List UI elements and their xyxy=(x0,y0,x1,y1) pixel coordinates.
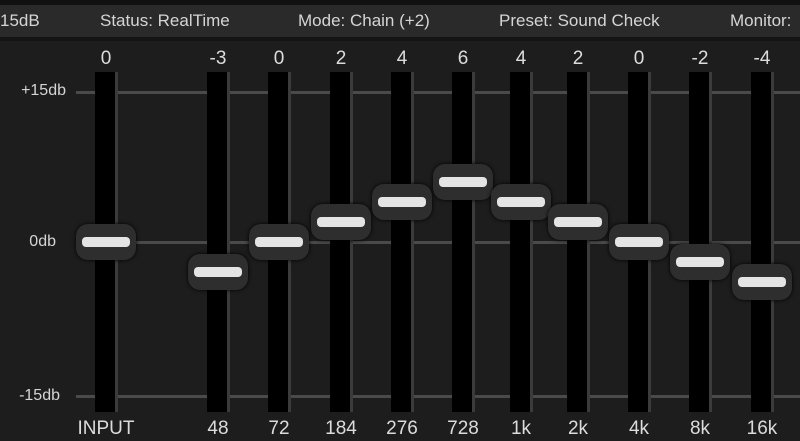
axis-label-bottom: -15db xyxy=(19,387,60,404)
axis-label-top: +15db xyxy=(21,82,66,99)
knob-grip xyxy=(82,237,130,247)
top-strip xyxy=(0,0,800,5)
slider-track[interactable] xyxy=(689,72,712,412)
knob-grip xyxy=(497,197,545,207)
knob-grip xyxy=(554,217,602,227)
band-label: INPUT xyxy=(77,418,135,439)
band-label: 72 xyxy=(268,418,290,439)
gridline-top xyxy=(76,91,800,94)
knob-grip xyxy=(317,217,365,227)
band-value: -3 xyxy=(209,48,227,69)
slider-track[interactable] xyxy=(452,72,475,412)
slider-knob[interactable] xyxy=(433,164,493,200)
band-label: 4k xyxy=(628,418,650,439)
gridline-bottom xyxy=(76,395,800,398)
band-label: 184 xyxy=(325,418,357,439)
knob-grip xyxy=(378,197,426,207)
knob-grip xyxy=(439,177,487,187)
slider-knob[interactable] xyxy=(76,224,136,260)
band-value: 4 xyxy=(515,48,527,69)
band-value: -4 xyxy=(753,48,771,69)
band-label: 276 xyxy=(386,418,418,439)
slider-knob[interactable] xyxy=(188,254,248,290)
band-label: 2k xyxy=(567,418,589,439)
band-value: 0 xyxy=(273,48,285,69)
band-value: 2 xyxy=(572,48,584,69)
gridline-zero xyxy=(76,241,800,244)
preset-label[interactable]: Preset: Sound Check xyxy=(499,11,660,30)
slider-track[interactable] xyxy=(567,72,590,412)
slider-knob[interactable] xyxy=(609,224,669,260)
band-value: 6 xyxy=(457,48,469,69)
slider-track[interactable] xyxy=(391,72,414,412)
slider-knob[interactable] xyxy=(311,204,371,240)
divider xyxy=(0,37,800,41)
band-value: 2 xyxy=(335,48,347,69)
band-value: 0 xyxy=(100,48,112,69)
band-value: 0 xyxy=(633,48,645,69)
mode-label[interactable]: Mode: Chain (+2) xyxy=(298,11,430,30)
slider-knob[interactable] xyxy=(732,264,792,300)
band-label: 728 xyxy=(447,418,479,439)
knob-grip xyxy=(676,257,724,267)
band-value: 4 xyxy=(396,48,408,69)
knob-grip xyxy=(255,237,303,247)
band-label: 48 xyxy=(207,418,229,439)
band-label: 16k xyxy=(746,418,778,439)
slider-track[interactable] xyxy=(330,72,353,412)
knob-grip xyxy=(615,237,663,247)
slider-track[interactable] xyxy=(207,72,230,412)
status-bar: 15dB Status: RealTime Mode: Chain (+2) P… xyxy=(0,5,800,37)
slider-track[interactable] xyxy=(510,72,533,412)
slider-track[interactable] xyxy=(751,72,774,412)
slider-knob[interactable] xyxy=(670,244,730,280)
slider-knob[interactable] xyxy=(372,184,432,220)
band-label: 1k xyxy=(510,418,532,439)
band-value: -2 xyxy=(691,48,709,69)
monitor-label[interactable]: Monitor: xyxy=(730,11,792,30)
knob-grip xyxy=(194,267,242,277)
status-label[interactable]: Status: RealTime xyxy=(100,11,230,30)
range-label[interactable]: 15dB xyxy=(0,11,40,30)
slider-knob[interactable] xyxy=(548,204,608,240)
slider-knob[interactable] xyxy=(491,184,551,220)
knob-grip xyxy=(738,277,786,287)
axis-label-zero: 0db xyxy=(29,233,56,250)
band-label: 8k xyxy=(689,418,711,439)
slider-knob[interactable] xyxy=(249,224,309,260)
